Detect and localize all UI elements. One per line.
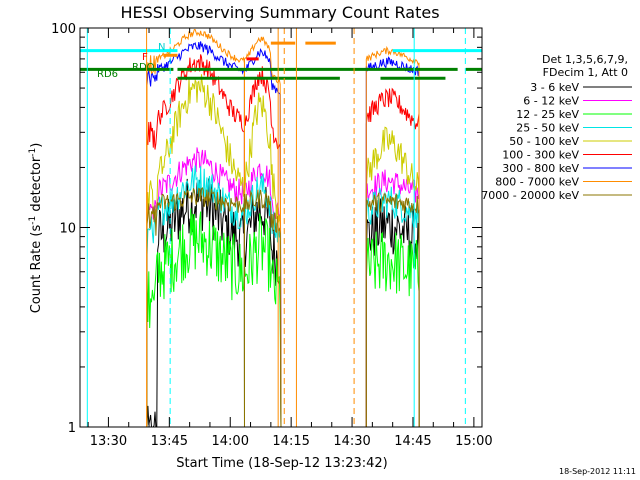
series-12-25kev — [146, 208, 420, 428]
legend-label: 12 - 25 keV — [516, 108, 579, 121]
y-axis-label: Count Rate (s-1 detector-1) — [28, 143, 44, 314]
legend-label: 7000 - 20000 keV — [481, 189, 579, 202]
series-trace — [244, 173, 282, 428]
y-axis-label-main: Count Rate (s — [29, 225, 44, 314]
x-tick-label: 14:30 — [333, 434, 370, 449]
series-3-6kev — [146, 178, 420, 428]
y-axis-label-sup: -1 — [28, 216, 38, 225]
x-tick-label: 15:00 — [455, 434, 492, 449]
series-trace — [146, 147, 245, 428]
series-trace — [244, 213, 282, 428]
flag-label-rdo: RDO — [132, 62, 155, 73]
series-trace — [244, 92, 282, 428]
series-trace — [244, 48, 282, 428]
legend-label: 50 - 100 keV — [509, 135, 579, 148]
legend-label: 800 - 7000 keV — [495, 176, 579, 189]
legend-label: 25 - 50 keV — [516, 122, 579, 135]
x-tick-label: 14:00 — [212, 434, 249, 449]
x-tick-label: 14:45 — [394, 434, 431, 449]
series-trace — [365, 198, 420, 428]
series-layer — [146, 28, 420, 428]
series-trace — [146, 178, 245, 428]
legend-label: 300 - 800 keV — [502, 162, 579, 175]
y-axis-label-end: ) — [29, 143, 44, 148]
y-axis: 1 10 100 — [51, 22, 482, 436]
flag-label-n: N — [158, 42, 165, 53]
legend-label: 3 - 6 keV — [530, 81, 579, 94]
x-axis-label: Start Time (18-Sep-12 13:23:42) — [176, 456, 387, 471]
timestamp: 18-Sep-2012 11:11 — [559, 467, 636, 476]
series-trace — [365, 87, 420, 428]
series-50-100kev — [146, 74, 420, 428]
legend-header-2: FDecim 1, Att 0 — [543, 66, 628, 79]
series-trace — [365, 192, 420, 428]
x-tick-label: 14:15 — [272, 434, 309, 449]
y-axis-label-sup2: -1 — [28, 148, 38, 157]
series-trace — [146, 186, 245, 428]
series-trace — [146, 74, 245, 428]
flag-label-f: F — [142, 52, 148, 63]
series-trace — [244, 66, 282, 428]
series-trace — [365, 56, 420, 428]
series-trace — [244, 36, 282, 428]
y-axis-label-tail: detector — [29, 156, 44, 216]
vertical-markers — [86, 28, 466, 427]
series-7000-20000kev — [146, 186, 420, 428]
series-800-7000kev — [146, 28, 420, 428]
series-trace — [146, 165, 245, 428]
series-trace — [365, 126, 420, 428]
y-tick-label: 1 — [68, 421, 76, 436]
legend-header-1: Det 1,3,5,6,7,9, — [542, 53, 628, 66]
chart-title: HESSI Observing Summary Count Rates — [120, 3, 439, 22]
series-trace — [365, 231, 420, 428]
x-tick-label: 13:30 — [90, 434, 127, 449]
legend-label: 100 - 300 keV — [502, 149, 579, 162]
x-tick-label: 13:45 — [151, 434, 188, 449]
y-tick-label: 10 — [59, 222, 76, 237]
series-trace — [146, 28, 245, 428]
legend: Det 1,3,5,6,7,9, FDecim 1, Att 0 3 - 6 k… — [481, 53, 632, 202]
series-trace — [146, 208, 245, 428]
series-trace — [244, 186, 282, 428]
series-trace — [365, 45, 420, 428]
flag-label-rd6: RD6 — [97, 69, 118, 80]
y-tick-label: 100 — [51, 22, 76, 37]
flags-layer — [80, 41, 482, 80]
series-trace — [244, 189, 282, 428]
x-axis: 13:30 13:45 14:00 14:15 14:30 14:45 15:00 — [87, 28, 493, 449]
legend-label: 6 - 12 keV — [523, 95, 579, 108]
